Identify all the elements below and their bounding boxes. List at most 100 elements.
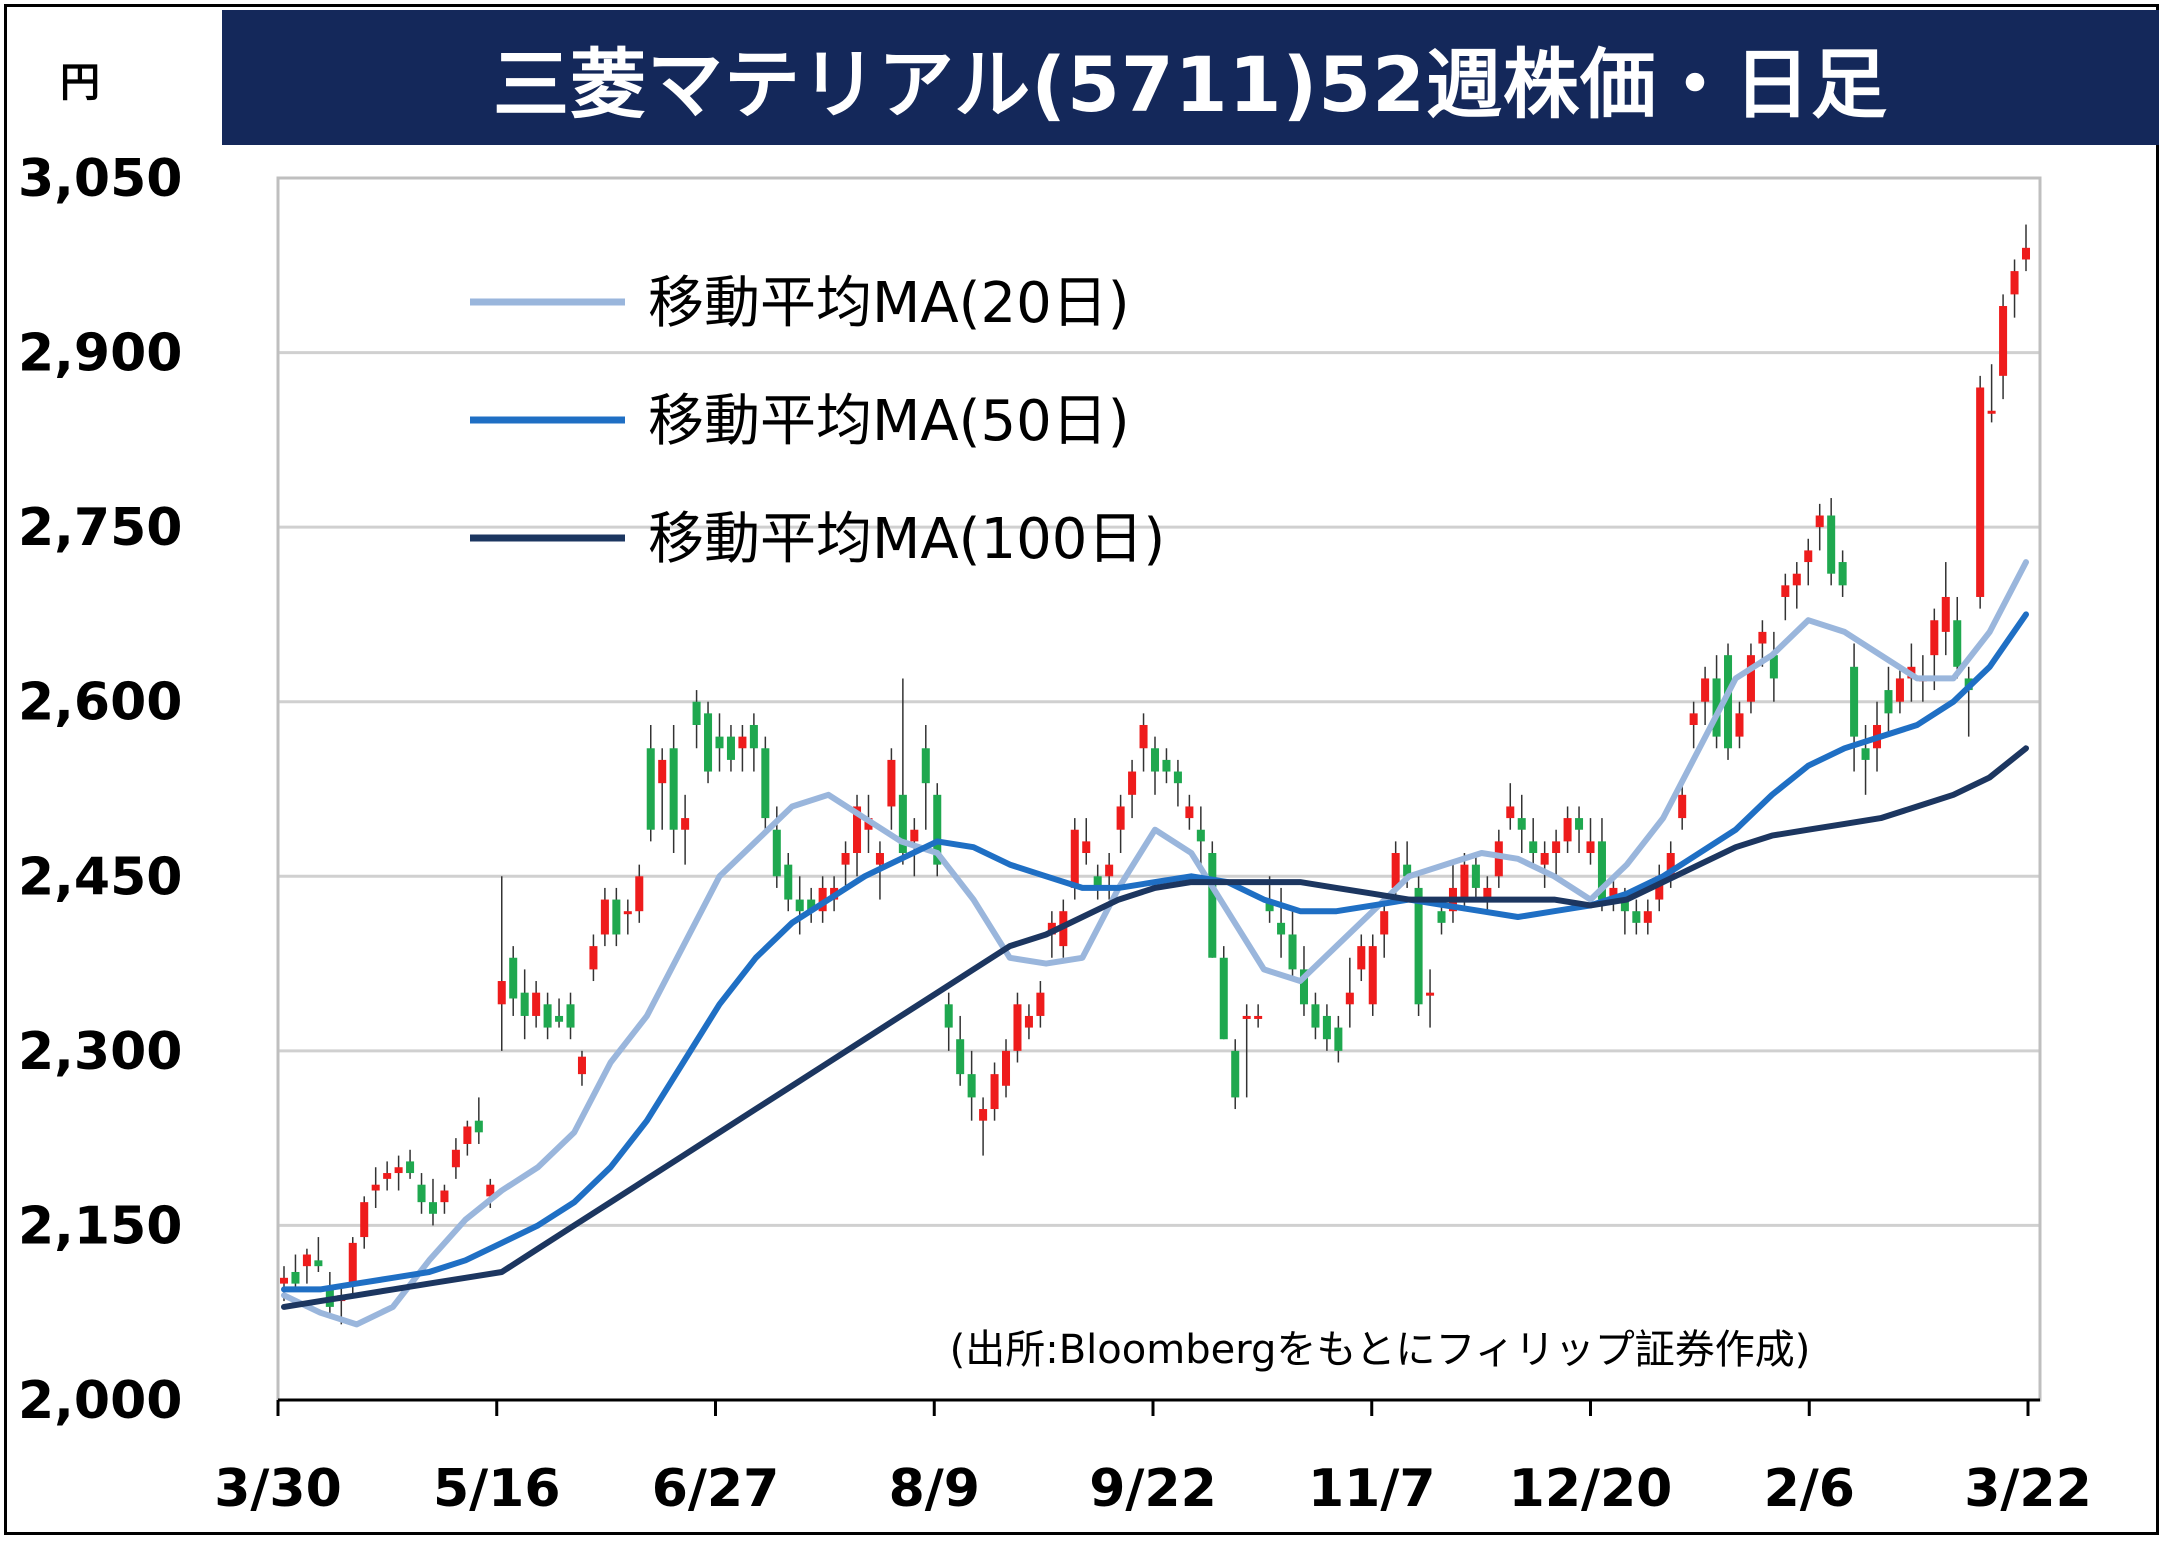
candle-down	[406, 1161, 415, 1174]
candle-up	[1804, 550, 1813, 563]
y-axis-ticks: 2,000 2,150 2,300 2,450 2,600 2,750 2,900 3,050	[18, 149, 182, 1431]
candle-up	[1552, 841, 1561, 854]
candle-up	[279, 1277, 289, 1284]
candle-up	[1242, 1015, 1251, 1019]
y-tick-label: 2,900	[18, 324, 182, 384]
candle-up	[1930, 620, 1939, 656]
candle-up	[623, 911, 632, 915]
candle-down	[555, 1015, 564, 1022]
candle-up	[2021, 247, 2031, 260]
y-tick-label: 2,000	[18, 1371, 182, 1431]
x-axis-ticks: 3/30 5/16 6/27 8/9 9/22 11/7 12/20 2/6 3/22	[214, 1400, 2092, 1519]
y-tick-label: 3,050	[18, 149, 182, 209]
candle-up	[1391, 853, 1400, 888]
candle-down	[692, 701, 701, 725]
candle-down	[1231, 1050, 1240, 1098]
candle-up	[1483, 887, 1492, 900]
candle-up	[1380, 911, 1389, 935]
candle-up	[1735, 713, 1744, 737]
candle-up	[1368, 946, 1377, 1005]
candle-up	[1116, 806, 1125, 830]
candle-down	[1437, 911, 1446, 923]
candle-down	[1953, 620, 1962, 667]
candle-up	[1139, 724, 1148, 749]
candle-down	[520, 992, 529, 1016]
candle-up	[371, 1184, 380, 1191]
candle-up	[1701, 678, 1710, 702]
candle-up	[2010, 271, 2019, 295]
candle-up	[532, 992, 541, 1016]
candle-down	[795, 899, 804, 912]
candle-down	[1575, 818, 1584, 830]
y-tick-label: 2,300	[18, 1022, 182, 1082]
legend: 移動平均MA(20日) 移動平均MA(50日) 移動平均MA(100日)	[470, 271, 1165, 572]
candle-up	[451, 1149, 460, 1168]
candle-down	[1173, 771, 1182, 784]
y-tick-label: 2,750	[18, 498, 182, 558]
candle-down	[749, 724, 758, 749]
candle-down	[1850, 666, 1859, 737]
candle-up	[600, 899, 609, 935]
candle-up	[1540, 853, 1549, 865]
candle-down	[1322, 1015, 1331, 1040]
candle-up	[1987, 410, 1996, 414]
candle-down	[898, 794, 907, 854]
candle-down	[291, 1271, 300, 1284]
x-tick-label: 12/20	[1509, 1459, 1673, 1519]
candle-down	[726, 736, 735, 760]
candle-up	[875, 853, 884, 865]
legend-label: 移動平均MA(20日)	[648, 271, 1130, 336]
candle-up	[383, 1173, 392, 1179]
candle-down	[967, 1074, 976, 1098]
candle-up	[1678, 794, 1687, 819]
candle-down	[646, 748, 655, 830]
x-tick-label: 8/9	[889, 1459, 980, 1519]
candle-up	[1758, 631, 1767, 644]
candle-up	[1586, 841, 1595, 854]
candle-down	[509, 957, 518, 999]
candle-down	[1150, 748, 1160, 772]
candle-up	[1941, 596, 1950, 632]
candle-up	[853, 806, 862, 854]
candle-down	[1620, 899, 1629, 912]
candle-down	[933, 794, 942, 865]
candle-down	[715, 736, 724, 749]
candle-down	[566, 1004, 575, 1028]
candle-up	[1689, 713, 1698, 725]
candle-down	[956, 1039, 965, 1075]
candle-up	[1655, 876, 1664, 900]
candle-up	[1013, 1004, 1022, 1051]
candle-up	[1746, 655, 1755, 702]
candle-down	[314, 1260, 323, 1267]
candle-up	[1105, 864, 1114, 877]
legend-label: 移動平均MA(50日)	[648, 389, 1130, 454]
candle-down	[761, 748, 770, 819]
candle-down	[1311, 1004, 1320, 1028]
x-tick-label: 3/22	[1964, 1459, 2092, 1519]
candle-down	[921, 748, 930, 784]
chart-title: 三菱マテリアル(5711)52週株価・日足	[222, 10, 2159, 145]
candle-up	[1070, 829, 1079, 888]
candle-down	[1471, 864, 1480, 888]
candle-up	[440, 1190, 449, 1203]
candle-down	[612, 899, 621, 935]
candle-up	[681, 818, 690, 830]
candle-up	[1506, 806, 1515, 819]
candle-down	[1827, 515, 1836, 574]
candle-up	[818, 887, 827, 912]
candle-up	[1815, 515, 1824, 528]
candle-down	[1838, 562, 1847, 586]
candle-down	[772, 829, 781, 877]
candle-down	[1288, 934, 1297, 970]
candle-up	[1609, 887, 1618, 900]
candle-up	[1460, 864, 1469, 900]
candle-down	[1529, 841, 1538, 854]
candle-down	[807, 899, 816, 912]
candle-down	[1208, 853, 1217, 958]
candle-up	[1128, 771, 1137, 795]
y-tick-label: 2,600	[18, 673, 182, 733]
x-tick-label: 3/30	[214, 1459, 342, 1519]
candle-down	[1632, 911, 1641, 923]
legend-label: 移動平均MA(100日)	[648, 507, 1165, 572]
